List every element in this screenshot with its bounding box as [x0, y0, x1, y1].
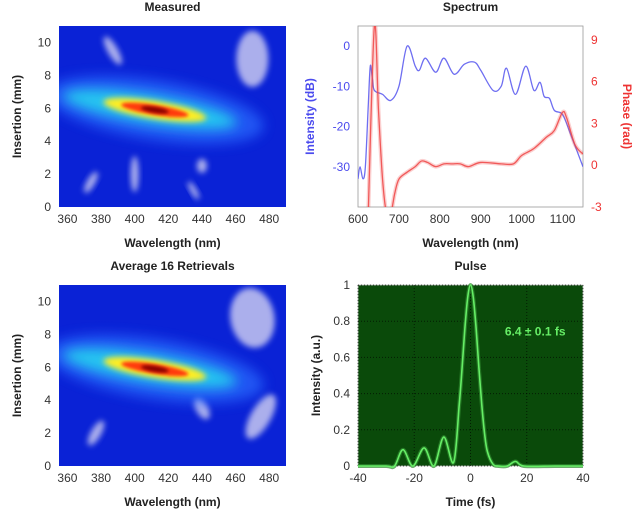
x-axis-label: Wavelength (nm) [124, 495, 220, 509]
y-tick-label: 0 [343, 39, 350, 53]
y-tick-label: 8 [44, 327, 51, 341]
x-tick-label: 400 [125, 471, 145, 485]
y-axis-label: Intensity (dB) [303, 78, 317, 155]
y-axis-label: Intensity (a.u.) [309, 335, 323, 416]
y-tick-label: 0 [44, 200, 51, 214]
x-tick-label: 420 [158, 212, 178, 226]
y-tick-label: 0.6 [333, 350, 350, 364]
phase-line [367, 26, 583, 207]
y-tick-label: 1 [343, 278, 350, 292]
heatmap-feature [236, 30, 269, 87]
heatmap-image [59, 285, 286, 466]
plot-area [357, 25, 584, 208]
measured-panel: Measured 360 380 400 420 440 460 480 0 2 4 6 8 10 Wave… [10, 0, 286, 250]
y-tick-label: 0.2 [333, 423, 350, 437]
x-tick-label: 20 [520, 471, 534, 485]
pulse-duration-annotation: 6.4 ± 0.1 fs [505, 325, 566, 339]
chart-title: Measured [144, 0, 200, 14]
intensity-line [358, 45, 583, 180]
y-tick-label: 6 [44, 101, 51, 115]
x-tick-label: 0 [467, 471, 474, 485]
y-tick-label: 2 [44, 167, 51, 181]
y-tick-label: -30 [333, 160, 351, 174]
y-tick-label: 4 [44, 393, 51, 407]
x-axis-label: Wavelength (nm) [422, 236, 518, 250]
heatmap-peak [141, 106, 169, 114]
heatmap-feature [230, 288, 275, 348]
pulse-line [358, 284, 583, 468]
y-axis-label: Insertion (mm) [10, 334, 24, 417]
x-tick-label: 40 [576, 471, 590, 485]
pulse-panel: Pulse -40 -20 0 20 40 0 0.2 0.4 0.6 0.8 1 Time (fs) I… [309, 259, 590, 509]
y-tick-label: 4 [44, 134, 51, 148]
x-tick-label: 700 [389, 212, 409, 226]
y-tick-label: 0 [343, 459, 350, 473]
y-tick-label: 10 [38, 294, 52, 308]
heatmap-feature [187, 181, 200, 200]
chart-title: Pulse [454, 259, 486, 273]
x-tick-label: 360 [57, 212, 77, 226]
x-tick-label: 460 [226, 212, 246, 226]
x-tick-label: 900 [471, 212, 491, 226]
heatmap-peak [141, 365, 169, 373]
heatmap-feature [196, 158, 207, 173]
y-tick-label: -20 [333, 120, 351, 134]
x-tick-label: 380 [91, 471, 111, 485]
y-tick-label: 10 [38, 35, 52, 49]
x-tick-label: 380 [91, 212, 111, 226]
y-tick-label: 6 [44, 360, 51, 374]
y2-axis-label: Phase (rad) [620, 84, 634, 149]
plot-lines [358, 26, 583, 207]
chart-title: Spectrum [443, 0, 498, 14]
x-tick-label: 400 [125, 212, 145, 226]
heatmap-feature [84, 171, 98, 193]
y-axis-label: Insertion (mm) [10, 75, 24, 158]
x-axis-label: Time (fs) [446, 495, 496, 509]
heatmap-feature [87, 420, 105, 446]
heatmap-feature [103, 36, 122, 65]
y2-tick-label: -3 [591, 200, 602, 214]
y2-tick-label: 0 [591, 158, 598, 172]
y-tick-label: 0 [44, 459, 51, 473]
heatmap-feature [245, 394, 276, 439]
y-tick-label: 0.4 [333, 387, 350, 401]
heatmap-feature [130, 156, 139, 193]
y-tick-label: 8 [44, 68, 51, 82]
y2-tick-label: 9 [591, 33, 598, 47]
x-tick-label: 360 [57, 471, 77, 485]
x-tick-label: -20 [406, 471, 424, 485]
x-tick-label: 440 [192, 212, 212, 226]
y-tick-label: -10 [333, 79, 351, 93]
x-tick-label: 420 [158, 471, 178, 485]
y2-tick-label: 3 [591, 116, 598, 130]
x-tick-label: 440 [192, 471, 212, 485]
x-tick-label: 1100 [550, 212, 576, 226]
x-tick-label: 600 [348, 212, 368, 226]
x-tick-label: -40 [349, 471, 367, 485]
chart-title: Average 16 Retrievals [110, 259, 235, 273]
y2-tick-label: 6 [591, 75, 598, 89]
x-tick-label: 460 [226, 471, 246, 485]
heatmap-image [59, 26, 286, 207]
x-tick-label: 800 [430, 212, 450, 226]
x-tick-label: 480 [259, 471, 279, 485]
y-tick-label: 2 [44, 426, 51, 440]
x-tick-label: 1000 [508, 212, 535, 226]
y-tick-label: 0.8 [333, 314, 350, 328]
x-tick-label: 480 [259, 212, 279, 226]
x-axis-label: Wavelength (nm) [124, 236, 220, 250]
